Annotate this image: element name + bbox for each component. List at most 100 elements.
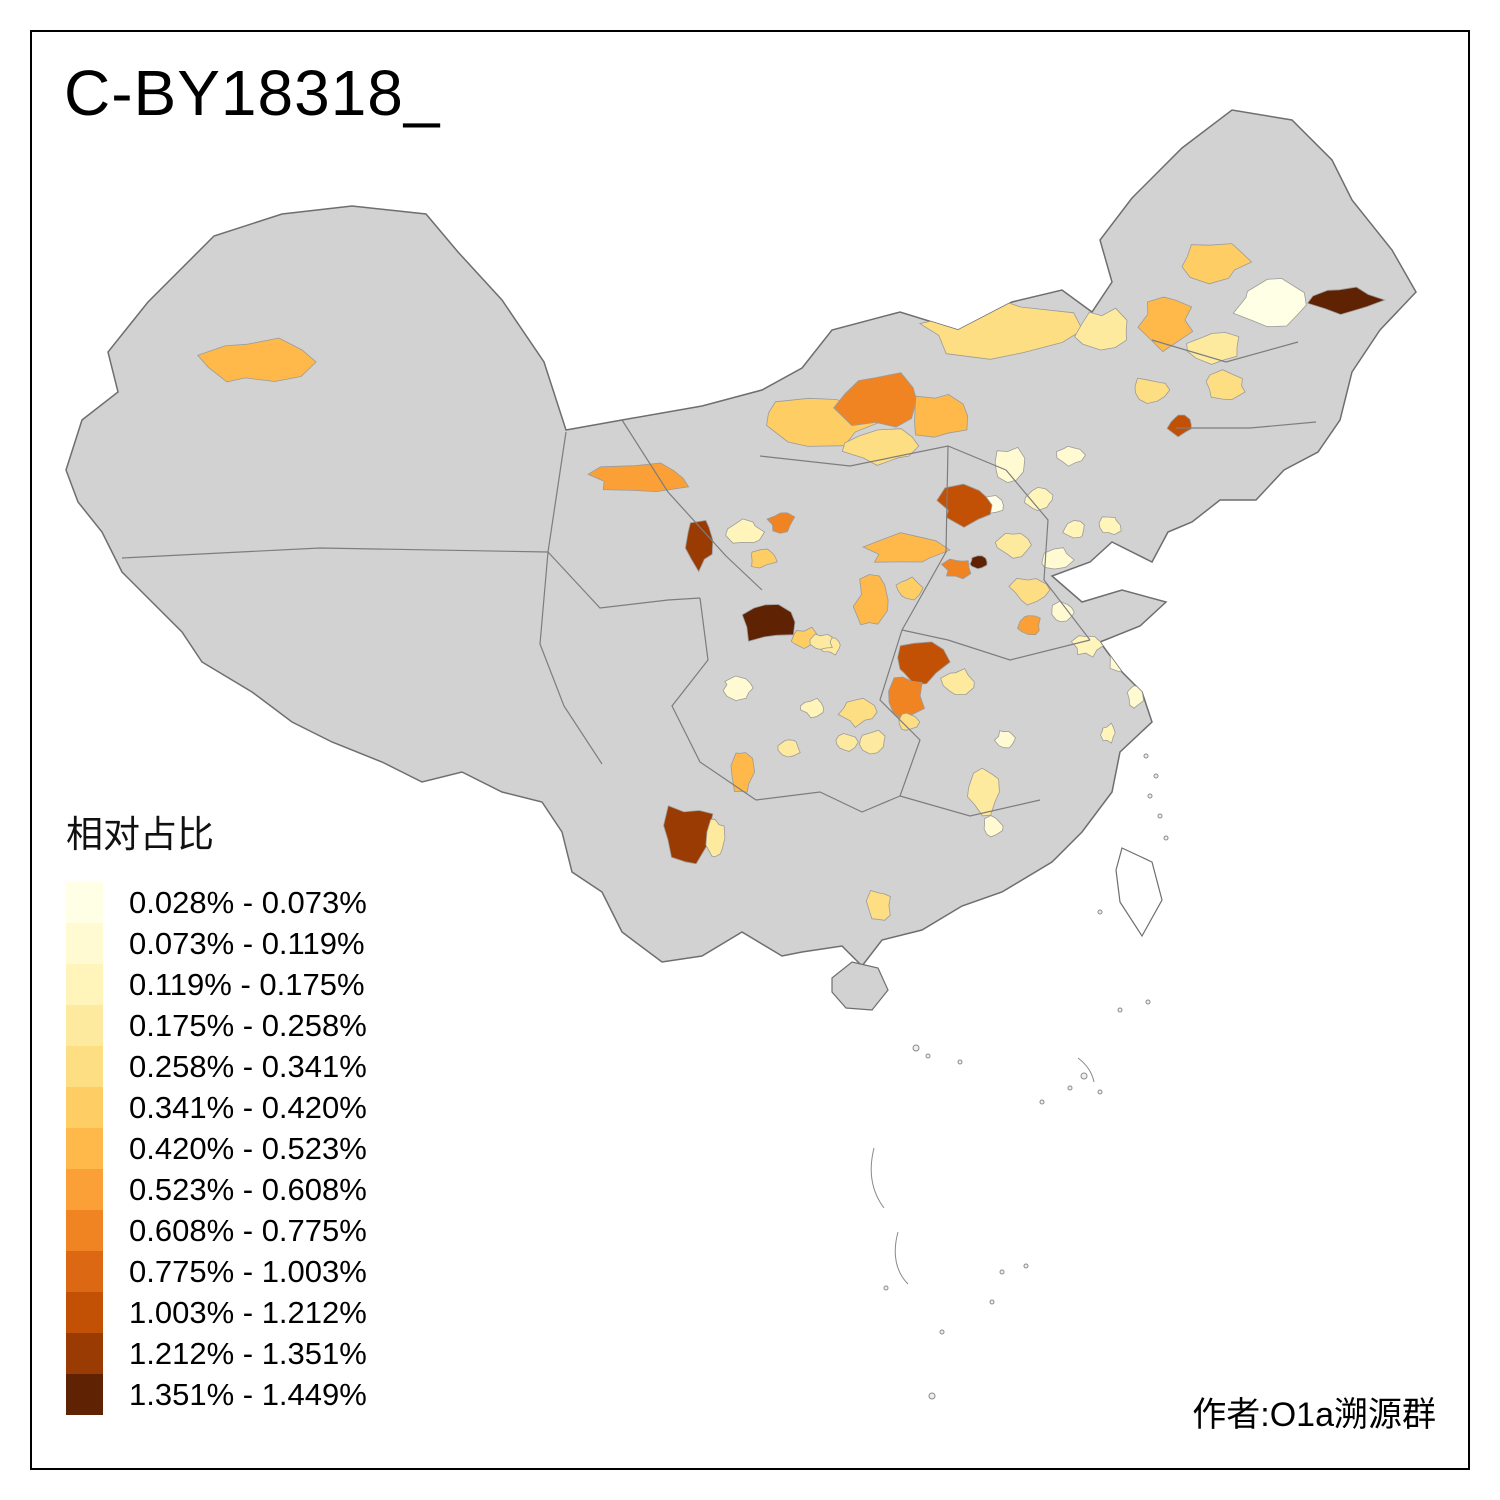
legend-swatch [66,1005,103,1046]
legend-row: 0.175% - 0.258% [66,1005,367,1046]
legend-row: 1.351% - 1.449% [66,1374,367,1415]
map-region [833,372,918,428]
map-region [918,296,1084,360]
map-region [1098,516,1122,536]
map-region [1051,600,1075,623]
map-region [705,818,726,858]
map-region [777,739,801,758]
map-region [859,729,886,755]
map-region [940,558,972,580]
map-region [1074,307,1128,351]
map-region [898,712,921,731]
map-region [809,633,833,650]
legend-swatch [66,1210,103,1251]
legend-label: 0.341% - 0.420% [129,1089,367,1125]
legend-label: 0.523% - 0.608% [129,1171,367,1207]
map-region [1137,296,1194,353]
map-region [1056,445,1087,467]
legend-row: 0.775% - 1.003% [66,1251,367,1292]
legend: 相对占比 0.028% - 0.073% 0.073% - 0.119% 0.119… [66,804,367,1415]
legend-row: 0.608% - 0.775% [66,1210,367,1251]
figure-title: C-BY18318_ [64,57,441,129]
map-region [865,890,891,921]
legend-swatch [66,964,103,1005]
map-region [862,532,951,563]
legend-row: 0.420% - 0.523% [66,1128,367,1169]
hainan-island [831,961,889,1011]
map-region [741,604,796,642]
map-region [1062,520,1085,539]
legend-row: 0.119% - 0.175% [66,964,367,1005]
legend-swatch [66,1333,103,1374]
map-region [1041,547,1075,570]
map-region [940,668,975,695]
map-region [1232,278,1307,328]
legend-row: 0.523% - 0.608% [66,1169,367,1210]
legend-swatch [66,1169,103,1210]
map-region [751,548,778,569]
map-region [1134,377,1171,404]
map-region [1070,635,1106,658]
legend-label: 0.608% - 0.775% [129,1212,367,1248]
legend-label: 0.175% - 0.258% [129,1007,367,1043]
legend-swatch [66,1128,103,1169]
map-region [914,393,969,438]
legend-label: 1.351% - 1.449% [129,1376,367,1412]
legend-swatch [66,1046,103,1087]
legend-label: 0.073% - 0.119% [129,925,365,961]
legend-row: 1.003% - 1.212% [66,1292,367,1333]
legend-row: 1.212% - 1.351% [66,1333,367,1374]
map-region [888,676,925,721]
legend-swatch [66,1374,103,1415]
legend-rows: 0.028% - 0.073% 0.073% - 0.119% 0.119% - 0… [66,882,367,1415]
legend-row: 0.028% - 0.073% [66,882,367,923]
map-region [1166,414,1192,438]
legend-label: 1.003% - 1.212% [129,1294,367,1330]
map-region [1100,722,1116,744]
legend-row: 0.258% - 0.341% [66,1046,367,1087]
map-region [994,532,1032,559]
legend-label: 0.775% - 1.003% [129,1253,367,1289]
map-region [852,574,889,626]
map-region [799,697,825,719]
legend-swatch [66,1087,103,1128]
map-region [1306,286,1386,315]
map-region [1017,615,1041,636]
author-credit: 作者:O1a溯源群 [1192,1396,1436,1434]
map-region [983,815,1004,838]
map-region [969,555,988,570]
legend-swatch [66,923,103,964]
map-region [967,767,1000,817]
legend-row: 0.341% - 0.420% [66,1087,367,1128]
legend-title: 相对占比 [66,814,214,855]
map-region [837,697,878,728]
legend-label: 0.420% - 0.523% [129,1130,367,1166]
map-region [722,675,754,702]
map-region [1186,332,1240,365]
map-region [766,512,796,534]
map-region [1008,577,1051,606]
map-region [993,730,1016,749]
legend-label: 0.028% - 0.073% [129,884,367,920]
taiwan-island [1115,847,1163,938]
map-region [895,576,924,601]
province-borders [121,339,1317,817]
map-region [835,733,859,752]
legend-label: 0.119% - 0.175% [129,966,365,1002]
legend-label: 0.258% - 0.341% [129,1048,367,1084]
map-region [197,337,317,383]
map-region [725,518,766,544]
map-region [730,752,756,793]
map-region [1181,243,1253,285]
legend-swatch [66,882,103,923]
legend-swatch [66,1251,103,1292]
map-region [663,805,714,865]
map-region [936,483,993,528]
legend-label: 1.212% - 1.351% [129,1335,367,1371]
map-region [897,641,951,685]
region-patches [197,243,1386,921]
south-china-sea-islands [870,753,1169,1400]
map-region [1024,486,1054,512]
